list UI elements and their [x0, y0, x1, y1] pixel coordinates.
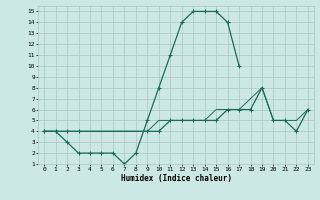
X-axis label: Humidex (Indice chaleur): Humidex (Indice chaleur) [121, 174, 231, 183]
